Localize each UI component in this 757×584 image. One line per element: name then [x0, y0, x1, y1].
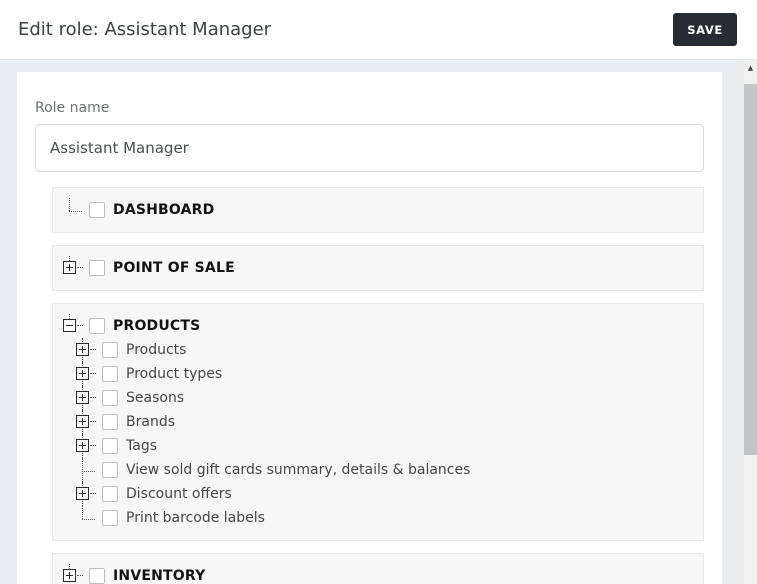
expand-icon[interactable] — [76, 386, 96, 410]
permission-group-point-of-sale: POINT OF SALE — [52, 245, 704, 291]
tree-node: DASHBOARD — [63, 198, 693, 222]
tree-node: Tags — [76, 434, 693, 458]
node-label[interactable]: Seasons — [126, 390, 185, 406]
node-label[interactable]: Tags — [126, 438, 157, 454]
tree-node: POINT OF SALE — [63, 256, 693, 280]
node-label[interactable]: Discount offers — [126, 486, 232, 502]
group-label[interactable]: PRODUCTS — [113, 318, 201, 334]
group-label[interactable]: POINT OF SALE — [113, 260, 235, 276]
expand-icon[interactable] — [76, 338, 96, 362]
expand-icon[interactable] — [63, 256, 83, 280]
tree-node: Seasons — [76, 386, 693, 410]
permission-group-inventory: INVENTORY — [52, 553, 704, 584]
checkbox-product-types[interactable] — [102, 366, 118, 382]
checkbox-tags[interactable] — [102, 438, 118, 454]
checkbox-dashboard[interactable] — [89, 202, 105, 218]
role-name-input[interactable] — [35, 124, 704, 172]
expand-icon[interactable] — [76, 362, 96, 386]
tree-node: Discount offers — [76, 482, 693, 506]
permission-group-dashboard: DASHBOARD — [52, 187, 704, 233]
tree-node: PRODUCTS — [63, 314, 693, 338]
checkbox-print-barcode-labels[interactable] — [102, 510, 118, 526]
tree-node: Print barcode labels — [76, 506, 693, 530]
checkbox-view-sold-gift-cards[interactable] — [102, 462, 118, 478]
checkbox-products-group[interactable] — [89, 318, 105, 334]
group-label[interactable]: DASHBOARD — [113, 202, 215, 218]
permission-group-products: PRODUCTS Products — [52, 303, 704, 541]
role-name-label: Role name — [35, 100, 110, 116]
node-label[interactable]: Products — [126, 342, 187, 358]
tree-node: Brands — [76, 410, 693, 434]
permissions-tree: DASHBOARD POINT OF SALE — [52, 187, 704, 584]
products-children: Products Product types — [76, 338, 693, 530]
tree-node: Products — [76, 338, 693, 362]
page-title: Edit role: Assistant Manager — [18, 19, 272, 40]
scroll-up-icon[interactable]: ▲ — [747, 63, 754, 72]
checkbox-inventory[interactable] — [89, 568, 105, 584]
vertical-scrollbar[interactable]: ▲ — [744, 60, 757, 584]
tree-node: Product types — [76, 362, 693, 386]
expand-icon[interactable] — [76, 410, 96, 434]
edit-role-card: Role name DASHBOARD — [17, 72, 722, 584]
expand-icon[interactable] — [63, 564, 83, 584]
page-header: Edit role: Assistant Manager SAVE — [0, 0, 757, 60]
node-label[interactable]: Product types — [126, 366, 223, 382]
tree-node: INVENTORY — [63, 564, 693, 584]
leaf-connector-icon — [63, 198, 83, 222]
leaf-connector-icon — [76, 458, 96, 482]
leaf-connector-icon — [76, 506, 96, 530]
expand-icon[interactable] — [76, 434, 96, 458]
collapse-icon[interactable] — [63, 314, 83, 338]
node-label[interactable]: View sold gift cards summary, details & … — [126, 462, 471, 478]
node-label[interactable]: Brands — [126, 414, 175, 430]
checkbox-seasons[interactable] — [102, 390, 118, 406]
expand-icon[interactable] — [76, 482, 96, 506]
scrollbar-thumb[interactable] — [744, 84, 757, 455]
group-label[interactable]: INVENTORY — [113, 568, 206, 584]
tree-node: View sold gift cards summary, details & … — [76, 458, 693, 482]
checkbox-brands[interactable] — [102, 414, 118, 430]
checkbox-discount-offers[interactable] — [102, 486, 118, 502]
save-button[interactable]: SAVE — [673, 13, 737, 46]
main-content: Role name DASHBOARD — [0, 60, 757, 584]
node-label[interactable]: Print barcode labels — [126, 510, 265, 526]
checkbox-products[interactable] — [102, 342, 118, 358]
checkbox-point-of-sale[interactable] — [89, 260, 105, 276]
